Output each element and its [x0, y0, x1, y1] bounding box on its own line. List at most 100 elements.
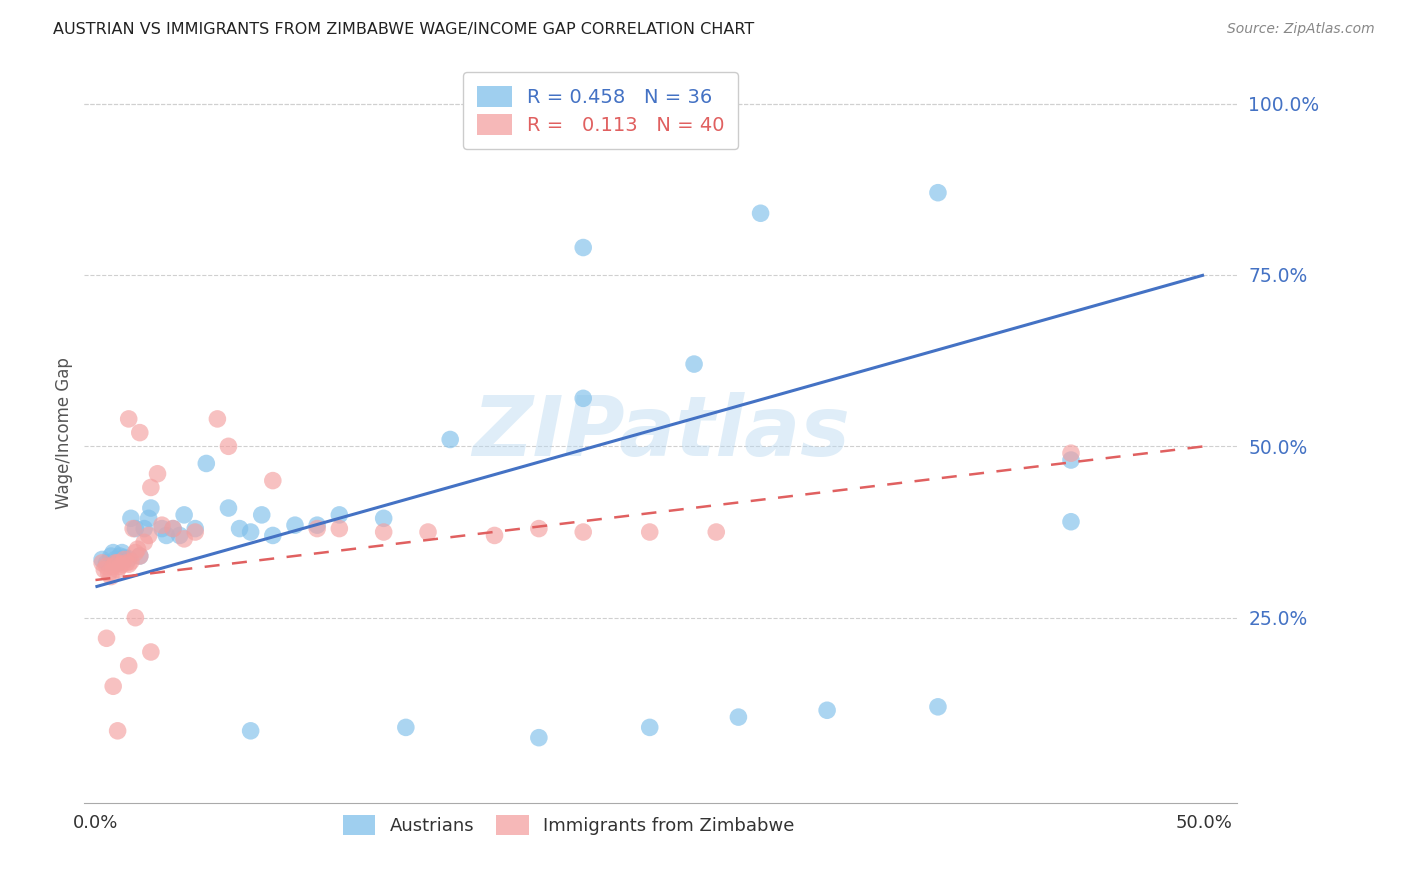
Point [118, 558, 141, 572]
Point [91, 556, 114, 570]
Point [107, 556, 129, 570]
Point [100, 549, 122, 563]
Point [416, 524, 439, 539]
Point [122, 522, 145, 536]
Point [484, 528, 506, 542]
Point [815, 703, 838, 717]
Point [169, 528, 191, 542]
Point [93, 563, 115, 577]
Point [108, 559, 131, 574]
Point [328, 508, 350, 522]
Point [439, 433, 461, 447]
Point [124, 545, 146, 559]
Point [749, 206, 772, 220]
Point [1060, 446, 1083, 460]
Point [111, 558, 134, 572]
Point [124, 611, 146, 625]
Legend: Austrians, Immigrants from Zimbabwe: Austrians, Immigrants from Zimbabwe [332, 804, 806, 846]
Point [155, 528, 177, 542]
Point [250, 508, 273, 522]
Point [284, 518, 307, 533]
Point [118, 551, 141, 566]
Point [307, 522, 329, 536]
Point [395, 720, 418, 734]
Point [228, 522, 250, 536]
Point [373, 511, 395, 525]
Point [103, 545, 124, 559]
Point [108, 549, 131, 563]
Text: ZIPatlas: ZIPatlas [472, 392, 849, 473]
Point [638, 720, 661, 734]
Point [218, 439, 240, 453]
Point [173, 532, 195, 546]
Text: Source: ZipAtlas.com: Source: ZipAtlas.com [1227, 22, 1375, 37]
Point [927, 186, 949, 200]
Point [128, 549, 150, 563]
Point [262, 528, 284, 542]
Point [162, 522, 184, 536]
Point [134, 522, 156, 536]
Point [128, 549, 150, 563]
Point [96, 632, 118, 646]
Point [120, 511, 142, 525]
Point [91, 552, 114, 566]
Point [727, 710, 749, 724]
Point [572, 524, 595, 539]
Point [927, 699, 949, 714]
Point [638, 524, 661, 539]
Point [184, 524, 207, 539]
Point [139, 501, 162, 516]
Point [104, 552, 127, 566]
Point [218, 501, 240, 516]
Point [162, 522, 184, 536]
Point [115, 556, 138, 570]
Point [107, 723, 129, 738]
Point [107, 556, 129, 570]
Point [572, 240, 595, 255]
Point [118, 658, 141, 673]
Point [239, 524, 262, 539]
Point [704, 524, 727, 539]
Point [262, 474, 284, 488]
Point [100, 569, 122, 583]
Point [139, 645, 162, 659]
Point [111, 545, 134, 559]
Point [107, 563, 129, 577]
Point [134, 535, 156, 549]
Point [103, 559, 124, 574]
Point [184, 522, 207, 536]
Point [373, 524, 395, 539]
Point [239, 723, 262, 738]
Point [104, 556, 127, 570]
Point [173, 508, 195, 522]
Point [120, 554, 142, 568]
Point [127, 542, 149, 557]
Text: AUSTRIAN VS IMMIGRANTS FROM ZIMBABWE WAGE/INCOME GAP CORRELATION CHART: AUSTRIAN VS IMMIGRANTS FROM ZIMBABWE WAG… [53, 22, 755, 37]
Point [112, 552, 135, 566]
Y-axis label: Wage/Income Gap: Wage/Income Gap [55, 357, 73, 508]
Point [118, 412, 141, 426]
Point [139, 480, 162, 494]
Point [527, 522, 550, 536]
Point [138, 511, 160, 525]
Point [97, 566, 120, 581]
Point [195, 457, 218, 471]
Point [124, 522, 146, 536]
Point [207, 412, 229, 426]
Point [112, 550, 135, 565]
Point [103, 679, 124, 693]
Point [150, 522, 173, 536]
Point [683, 357, 706, 371]
Point [328, 522, 350, 536]
Point [307, 518, 329, 533]
Point [138, 528, 160, 542]
Point [128, 425, 150, 440]
Point [150, 518, 173, 533]
Point [527, 731, 550, 745]
Point [572, 392, 595, 406]
Point [146, 467, 169, 481]
Point [96, 559, 118, 574]
Point [1060, 453, 1083, 467]
Point [96, 556, 118, 570]
Point [1060, 515, 1083, 529]
